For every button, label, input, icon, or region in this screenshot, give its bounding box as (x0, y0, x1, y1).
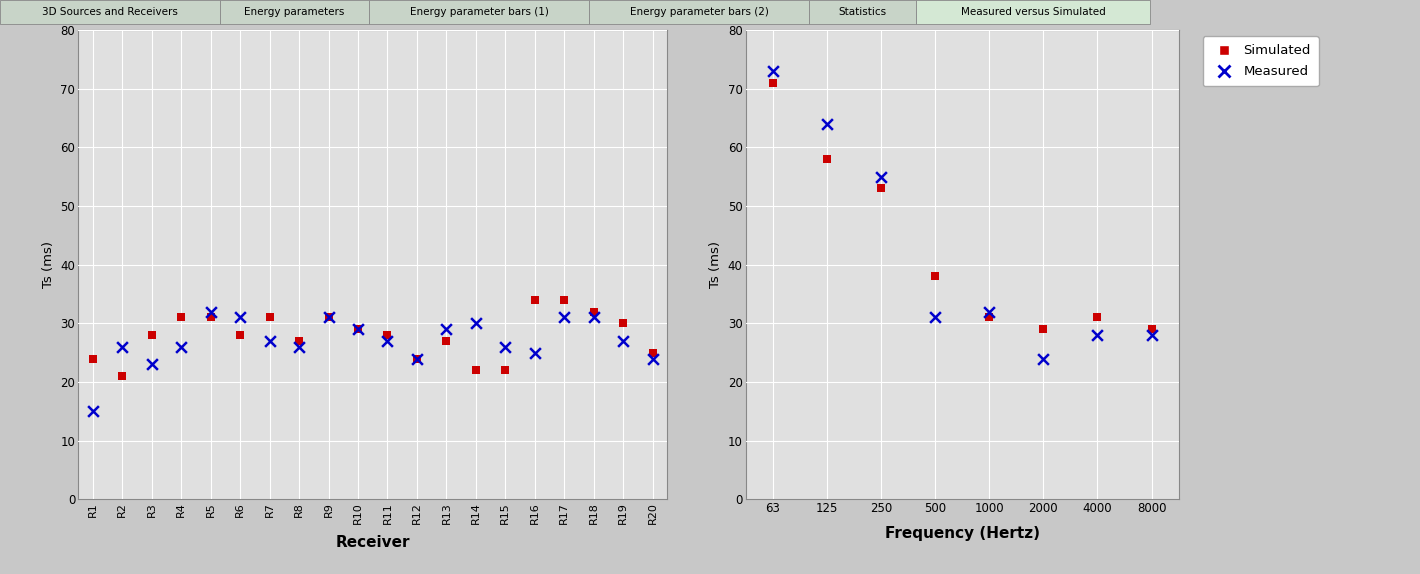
Y-axis label: Ts (ms): Ts (ms) (710, 241, 723, 288)
Point (1086, 313, 1109, 322)
Point (111, 342, 133, 351)
Point (1086, 331, 1109, 340)
Point (612, 319, 635, 328)
Point (170, 313, 193, 322)
Point (494, 366, 517, 375)
Point (288, 342, 311, 351)
Point (141, 360, 163, 369)
Point (642, 348, 665, 357)
Point (923, 272, 946, 281)
Point (406, 354, 429, 363)
Point (199, 307, 222, 316)
Point (978, 313, 1001, 322)
Point (258, 336, 281, 346)
Point (199, 313, 222, 322)
Point (524, 295, 547, 304)
Point (346, 324, 369, 333)
Point (1032, 324, 1055, 333)
Point (552, 295, 575, 304)
Point (464, 319, 487, 328)
Point (869, 184, 892, 193)
Point (317, 313, 339, 322)
X-axis label: Frequency (Hertz): Frequency (Hertz) (885, 526, 1039, 541)
Point (229, 331, 251, 340)
Point (524, 348, 547, 357)
Point (258, 313, 281, 322)
Point (761, 78, 784, 87)
Text: Energy parameter bars (2): Energy parameter bars (2) (630, 7, 768, 17)
Point (229, 313, 251, 322)
Point (141, 331, 163, 340)
Point (81, 407, 104, 416)
Point (376, 331, 399, 340)
Point (346, 324, 369, 333)
Point (435, 336, 457, 346)
Point (1140, 324, 1163, 333)
Point (464, 366, 487, 375)
Point (582, 313, 605, 322)
Title: Ts at 1000 Hz: Ts at 1000 Hz (315, 12, 430, 28)
Point (815, 119, 838, 129)
Text: Statistics: Statistics (839, 7, 886, 17)
Point (494, 342, 517, 351)
Point (552, 313, 575, 322)
Point (1032, 354, 1055, 363)
Text: Measured versus Simulated: Measured versus Simulated (961, 7, 1105, 17)
Text: Energy parameter bars (1): Energy parameter bars (1) (410, 7, 548, 17)
Point (582, 307, 605, 316)
Text: 3D Sources and Receivers: 3D Sources and Receivers (43, 7, 178, 17)
Title: Receiver: 5: Receiver: 5 (913, 12, 1011, 28)
Point (978, 307, 1001, 316)
Point (869, 172, 892, 181)
Point (923, 313, 946, 322)
Y-axis label: Ts (ms): Ts (ms) (43, 241, 55, 288)
Point (376, 336, 399, 346)
Point (1140, 331, 1163, 340)
Point (612, 336, 635, 346)
Text: Energy parameters: Energy parameters (244, 7, 345, 17)
Point (288, 336, 311, 346)
Point (642, 354, 665, 363)
Point (406, 354, 429, 363)
Point (111, 371, 133, 381)
Point (170, 342, 193, 351)
Point (435, 324, 457, 333)
Point (761, 67, 784, 76)
Legend: Simulated, Measured: Simulated, Measured (1203, 36, 1319, 86)
X-axis label: Receiver: Receiver (335, 535, 410, 550)
Point (81, 354, 104, 363)
Point (815, 154, 838, 164)
Point (317, 313, 339, 322)
